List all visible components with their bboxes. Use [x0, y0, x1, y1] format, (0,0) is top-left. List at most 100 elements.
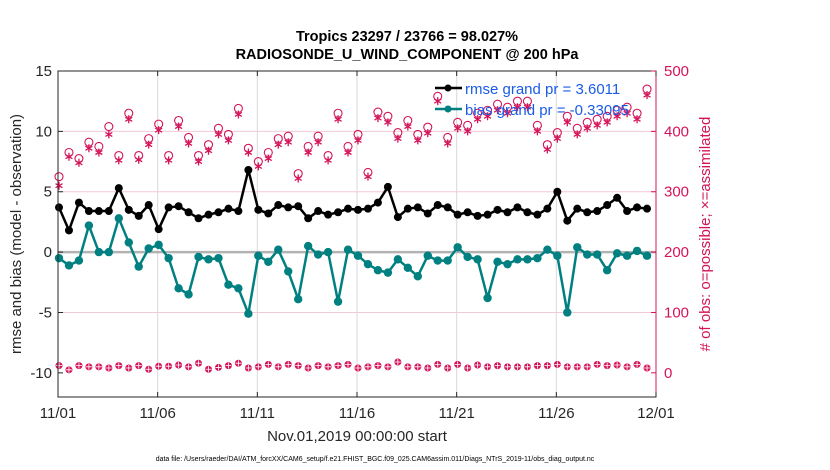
obs-count-marker-cross [135, 362, 142, 369]
obs-assimilated-marker [364, 172, 372, 181]
bias-point [423, 251, 432, 260]
obs-assimilated-marker [284, 138, 293, 147]
rmse-point [74, 198, 83, 207]
rmse-point [523, 208, 532, 217]
obs-assimilated-marker [493, 106, 502, 115]
obs-assimilated-marker [394, 134, 402, 143]
rmse-point [443, 203, 452, 212]
obs-count-marker-cross [145, 366, 152, 373]
rmse-point [254, 205, 263, 214]
obs-assimilated-marker [483, 112, 492, 121]
obs-assimilated-marker [384, 118, 392, 127]
obs-count-marker-cross [255, 363, 262, 370]
legend-bias-marker [444, 105, 452, 113]
bias-point [612, 249, 622, 258]
obs-count-marker-cross [484, 363, 491, 370]
rmse-point [533, 210, 542, 219]
rmse-point [463, 208, 472, 217]
y-axis-label: rmse and bias (model - observation) [8, 114, 25, 354]
obs-count-marker-cross [494, 362, 501, 369]
bias-point [523, 255, 532, 264]
rmse-point [154, 225, 163, 234]
obs-assimilated-marker [533, 127, 542, 136]
rmse-point [164, 203, 173, 212]
obs-count-marker-cross [404, 363, 411, 370]
bias-point [64, 261, 74, 270]
obs-assimilated-marker [115, 156, 123, 165]
bias-point [333, 297, 343, 306]
obs-assimilated-marker [244, 148, 253, 157]
obs-assimilated-marker [55, 181, 63, 190]
rmse-point [583, 208, 592, 217]
rmse-point [264, 209, 273, 218]
obs-count-marker-cross [514, 363, 521, 370]
rmse-point [294, 202, 303, 211]
rmse-point [593, 207, 602, 216]
obs-count-marker-cross [75, 362, 82, 369]
bias-point [104, 247, 114, 257]
bias-point [533, 253, 542, 263]
rmse-point [124, 205, 133, 214]
rmse-point [513, 203, 522, 212]
right-y-tick-label: 500 [664, 63, 689, 80]
obs-assimilated-marker [423, 129, 432, 138]
obs-assimilated-marker [214, 130, 223, 139]
obs-assimilated-marker [543, 145, 552, 154]
bias-point [94, 247, 104, 257]
obs-count-marker-cross [125, 365, 132, 372]
obs-count-marker-cross [325, 363, 332, 370]
bias-point [194, 252, 203, 262]
obs-possible-marker [104, 121, 114, 132]
obs-assimilated-marker [174, 122, 183, 131]
bias-point [204, 255, 213, 264]
bias-point [463, 252, 472, 262]
obs-count-marker-cross [444, 365, 451, 372]
obs-assimilated-marker [105, 130, 113, 139]
rmse-point [453, 210, 462, 219]
obs-count-marker-cross [95, 363, 102, 370]
obs-count-marker-cross [205, 366, 212, 373]
obs-count-marker-cross [424, 365, 431, 372]
obs-count-marker-cross [634, 361, 641, 368]
obs-count-marker-cross [594, 361, 601, 368]
rmse-point [413, 203, 422, 212]
bias-point [622, 251, 632, 260]
bias-point [363, 259, 373, 269]
data-file-footer: data file: /Users/raeder/DAI/ATM_forcXX/… [156, 456, 595, 463]
rmse-point [603, 201, 612, 210]
obs-count-marker-cross [115, 362, 122, 369]
x-tick-label: 11/21 [438, 405, 474, 422]
obs-assimilated-marker [95, 148, 103, 157]
bias-point [54, 253, 64, 263]
obs-count-marker-cross [295, 362, 302, 369]
y-tick-label: -10 [30, 365, 52, 382]
bias-point [154, 240, 163, 250]
obs-assimilated-marker [463, 127, 472, 136]
obs-count-marker-cross [504, 363, 511, 370]
obs-count-marker-cross [285, 361, 292, 368]
bias-point [303, 241, 313, 251]
obs-count-marker-cross [65, 366, 72, 373]
obs-assimilated-marker [443, 139, 452, 148]
obs-count-marker-cross [175, 362, 182, 369]
rmse-point [84, 207, 93, 216]
bias-point [353, 251, 363, 260]
y-tick-label: 5 [44, 184, 52, 201]
y-tick-label: 15 [35, 63, 52, 80]
bias-point [553, 251, 562, 260]
rmse-point [284, 203, 293, 212]
obs-count-marker-cross [105, 365, 112, 372]
obs-count-marker-cross [384, 363, 391, 370]
bias-point [244, 309, 253, 318]
obs-count-marker-cross [56, 362, 62, 369]
rmse-point [643, 204, 652, 213]
bias-point [443, 256, 452, 265]
rmse-point [573, 204, 582, 213]
y-tick-label: 0 [44, 244, 52, 261]
bias-point [294, 295, 303, 304]
bias-point [563, 308, 572, 317]
legend-rmse-marker [444, 84, 452, 92]
bias-point [583, 250, 592, 259]
rmse-point [134, 211, 143, 220]
right-y-tick-label: 100 [664, 304, 689, 321]
